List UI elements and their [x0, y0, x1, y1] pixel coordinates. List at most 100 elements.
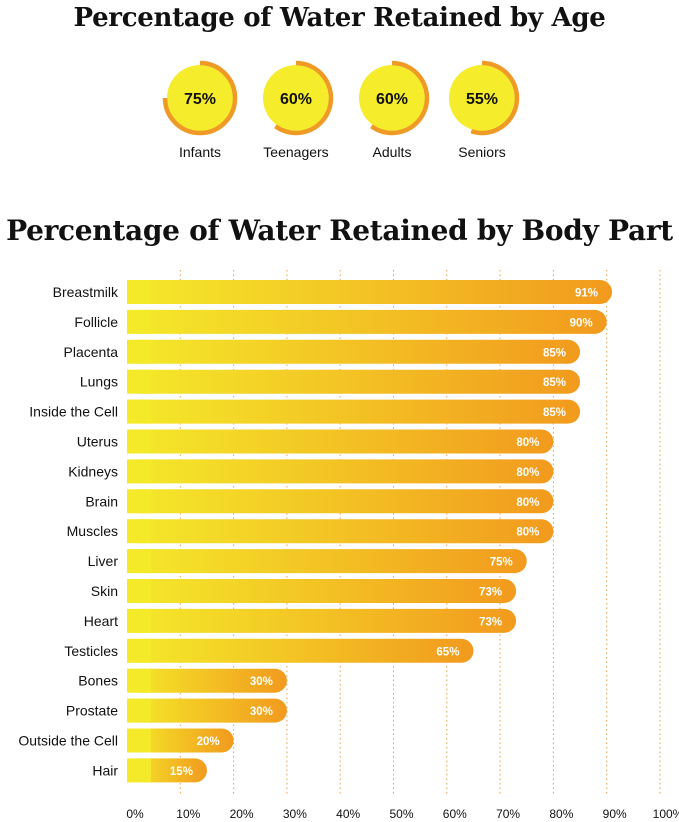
category-label: Prostate — [66, 703, 118, 719]
bar-value-label: 85% — [543, 347, 566, 359]
bar-left-edge — [127, 280, 151, 304]
x-tick-label: 0% — [126, 807, 144, 821]
bar-value-label: 73% — [479, 587, 502, 599]
bar-value-label: 65% — [436, 646, 459, 658]
x-tick-label: 40% — [336, 807, 360, 821]
body-part-chart-title: Percentage of Water Retained by Body Par… — [6, 214, 673, 247]
bar — [127, 728, 234, 753]
bar — [127, 698, 287, 723]
age-label: Adults — [372, 144, 412, 160]
bar-left-edge — [127, 429, 151, 454]
age-value-label: 55% — [466, 91, 498, 108]
bar-value-label: 85% — [543, 407, 566, 419]
x-tick-label: 20% — [230, 807, 254, 821]
category-labels: Breastmilk Follicle Placenta Lungs Inside th… — [18, 284, 119, 778]
bar-value-label: 15% — [170, 766, 193, 778]
bar — [127, 399, 581, 424]
x-axis-ticks: 0% 10% 20% 30% 40% 50% 60% 70% 80% 90% 100% — [126, 807, 679, 821]
category-label: Liver — [88, 553, 119, 569]
bar — [127, 668, 287, 693]
age-circle-fill — [449, 65, 515, 131]
bar — [127, 608, 517, 633]
x-tick-label: 70% — [496, 807, 520, 821]
bars: 91% 90% 85% 85% 85% 80% 80% 80% 80% 75% 73% 73% 65% 3… — [127, 280, 613, 783]
age-progress-arc — [470, 60, 520, 136]
bar-left-edge — [127, 339, 151, 364]
age-label: Infants — [178, 144, 222, 160]
bar — [127, 459, 554, 484]
age-circle-fill — [167, 65, 233, 131]
x-tick-label: 60% — [443, 807, 467, 821]
age-indicators: 75% Infants 60% Teenagers 60% Adults 55% Senior… — [0, 60, 679, 170]
age-circle-fill — [263, 65, 329, 131]
bar-left-edge — [127, 668, 151, 693]
age-circle-fill — [359, 65, 425, 131]
category-label: Lungs — [80, 374, 118, 390]
category-label: Inside the Cell — [29, 404, 118, 420]
bar-left-edge — [127, 459, 151, 484]
age-value-label: 75% — [184, 91, 216, 108]
age-indicator-teenagers: 60% Teenagers — [248, 60, 344, 160]
category-label: Heart — [84, 613, 118, 629]
age-value-label: 60% — [376, 91, 408, 108]
bar-left-edge — [127, 579, 151, 603]
x-tick-label: 10% — [176, 807, 200, 821]
bar — [127, 429, 554, 454]
x-tick-label: 80% — [549, 807, 573, 821]
category-label: Skin — [91, 583, 118, 599]
bar-left-edge — [127, 369, 151, 394]
bar-value-label: 90% — [570, 317, 593, 329]
age-circle: 75% — [162, 60, 238, 136]
bar-value-label: 75% — [490, 557, 513, 569]
category-label: Kidneys — [68, 463, 118, 479]
bar — [127, 579, 517, 603]
age-value-label: 60% — [280, 91, 312, 108]
x-tick-label: 90% — [603, 807, 627, 821]
bar-value-label: 20% — [197, 736, 220, 748]
age-chart-title: Percentage of Water Retained by Age — [73, 3, 606, 33]
category-label: Hair — [92, 762, 118, 778]
age-circle: 55% — [449, 60, 520, 136]
bar-value-label: 91% — [575, 288, 598, 300]
category-label: Breastmilk — [53, 284, 119, 300]
age-label: Seniors — [458, 144, 506, 160]
bar — [127, 369, 581, 394]
bar — [127, 519, 554, 544]
category-label: Uterus — [77, 434, 118, 450]
age-progress-arc — [162, 60, 238, 136]
bar-value-label: 80% — [516, 467, 539, 479]
age-indicator-adults: 60% Adults — [344, 60, 440, 160]
x-tick-label: 50% — [389, 807, 413, 821]
bar-left-edge — [127, 608, 151, 633]
bar-left-edge — [127, 728, 151, 753]
bar — [127, 280, 613, 304]
bar — [127, 489, 554, 514]
age-progress-arc — [274, 60, 334, 136]
body-part-bar-chart: 91% 90% 85% 85% 85% 80% 80% 80% 80% 75% 73% 73% 65% 3… — [18, 270, 679, 821]
bar-left-edge — [127, 399, 151, 424]
bar-value-label: 80% — [516, 437, 539, 449]
age-indicator-seniors: 55% Seniors — [434, 60, 530, 160]
bar — [127, 339, 581, 364]
category-label: Bones — [78, 673, 118, 689]
bar-left-edge — [127, 519, 151, 544]
age-circle: 60% — [359, 60, 430, 136]
bar — [127, 549, 527, 574]
age-circle: 60% — [263, 60, 334, 136]
bar-value-label: 85% — [543, 377, 566, 389]
bar — [127, 638, 474, 663]
bar-value-label: 80% — [516, 527, 539, 539]
age-indicator-infants: 75% Infants — [152, 60, 248, 160]
bar-value-label: 73% — [479, 616, 502, 628]
category-label: Brain — [85, 493, 118, 509]
bar — [127, 309, 607, 334]
category-label: Outside the Cell — [18, 733, 118, 749]
bar-left-edge — [127, 549, 151, 574]
bar-value-label: 30% — [250, 706, 273, 718]
category-label: Muscles — [67, 523, 118, 539]
bar-left-edge — [127, 758, 151, 783]
category-label: Placenta — [64, 344, 119, 360]
bar-value-label: 30% — [250, 676, 273, 688]
x-tick-label: 30% — [283, 807, 307, 821]
age-progress-arc — [370, 60, 430, 136]
